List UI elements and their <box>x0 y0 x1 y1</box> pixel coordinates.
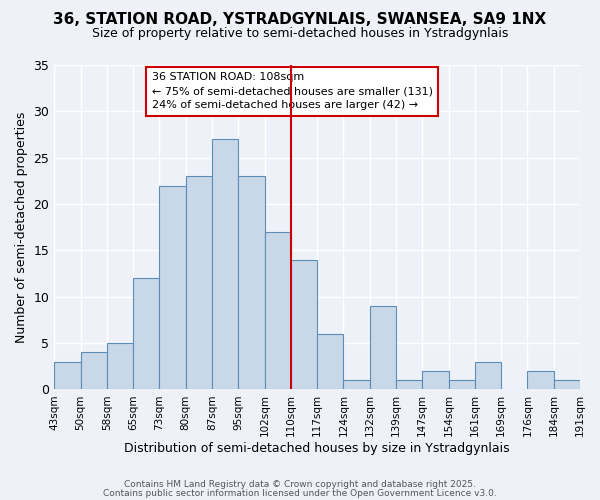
Bar <box>449 380 475 390</box>
Bar <box>422 371 449 390</box>
Bar <box>527 371 554 390</box>
Bar <box>396 380 422 390</box>
Bar <box>238 176 265 390</box>
Bar <box>186 176 212 390</box>
Bar <box>80 352 107 390</box>
Text: Size of property relative to semi-detached houses in Ystradgynlais: Size of property relative to semi-detach… <box>92 28 508 40</box>
Bar <box>475 362 501 390</box>
Bar <box>343 380 370 390</box>
Bar <box>291 260 317 390</box>
Text: 36 STATION ROAD: 108sqm
← 75% of semi-detached houses are smaller (131)
24% of s: 36 STATION ROAD: 108sqm ← 75% of semi-de… <box>152 72 433 110</box>
X-axis label: Distribution of semi-detached houses by size in Ystradgynlais: Distribution of semi-detached houses by … <box>124 442 510 455</box>
Bar <box>317 334 343 390</box>
Bar <box>265 232 291 390</box>
Bar <box>212 139 238 390</box>
Bar <box>133 278 160 390</box>
Bar <box>554 380 580 390</box>
Text: Contains HM Land Registry data © Crown copyright and database right 2025.: Contains HM Land Registry data © Crown c… <box>124 480 476 489</box>
Bar <box>54 362 80 390</box>
Bar <box>370 306 396 390</box>
Bar <box>107 343 133 390</box>
Bar <box>160 186 186 390</box>
Y-axis label: Number of semi-detached properties: Number of semi-detached properties <box>15 112 28 343</box>
Text: Contains public sector information licensed under the Open Government Licence v3: Contains public sector information licen… <box>103 488 497 498</box>
Text: 36, STATION ROAD, YSTRADGYNLAIS, SWANSEA, SA9 1NX: 36, STATION ROAD, YSTRADGYNLAIS, SWANSEA… <box>53 12 547 28</box>
